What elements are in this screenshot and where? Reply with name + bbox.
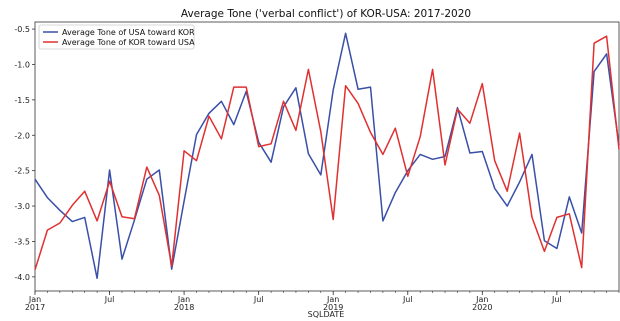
x-tick-label-year: 2020 — [472, 303, 492, 312]
legend-label-2: Average Tone of KOR toward USA — [62, 38, 195, 47]
x-tick-label: Jul — [253, 295, 264, 304]
chart-title: Average Tone ('verbal conflict') of KOR-… — [181, 8, 471, 20]
legend-label-1: Average Tone of USA toward KOR — [62, 28, 195, 37]
x-tick-label-year: 2017 — [25, 303, 45, 312]
series-layer — [34, 32, 620, 280]
x-tick-label: Jul — [104, 295, 115, 304]
y-tick-label: -2.5 — [14, 167, 30, 176]
series-line-1 — [34, 32, 620, 280]
legend-box — [38, 24, 195, 50]
x-tick-label: Jan — [475, 295, 488, 304]
x-tick-label: Jan — [28, 295, 41, 304]
x-tick-label: Jul — [551, 295, 562, 304]
x-tick-label: Jan — [177, 295, 190, 304]
x-tick-label-year: 2019 — [323, 303, 343, 312]
plot-area — [34, 21, 620, 292]
y-tick-label: -2.0 — [14, 131, 30, 140]
x-tick-label: Jul — [402, 295, 413, 304]
y-tick-label: -0.5 — [14, 25, 30, 34]
x-tick-label-year: 2018 — [174, 303, 194, 312]
y-tick-label: -1.0 — [14, 60, 30, 69]
series-line-2 — [34, 35, 620, 271]
y-tick-label: -3.0 — [14, 202, 30, 211]
y-axis: -4.0 -3.5 -3.0 -2.5 -2.0 -1.5 -1.0 -0.5 — [14, 25, 35, 282]
x-tick-label: Jan — [326, 295, 339, 304]
y-tick-label: -1.5 — [14, 96, 30, 105]
y-tick-label: -4.0 — [14, 273, 30, 282]
y-tick-label: -3.5 — [14, 237, 30, 246]
x-axis-label: SQLDATE — [308, 310, 345, 319]
